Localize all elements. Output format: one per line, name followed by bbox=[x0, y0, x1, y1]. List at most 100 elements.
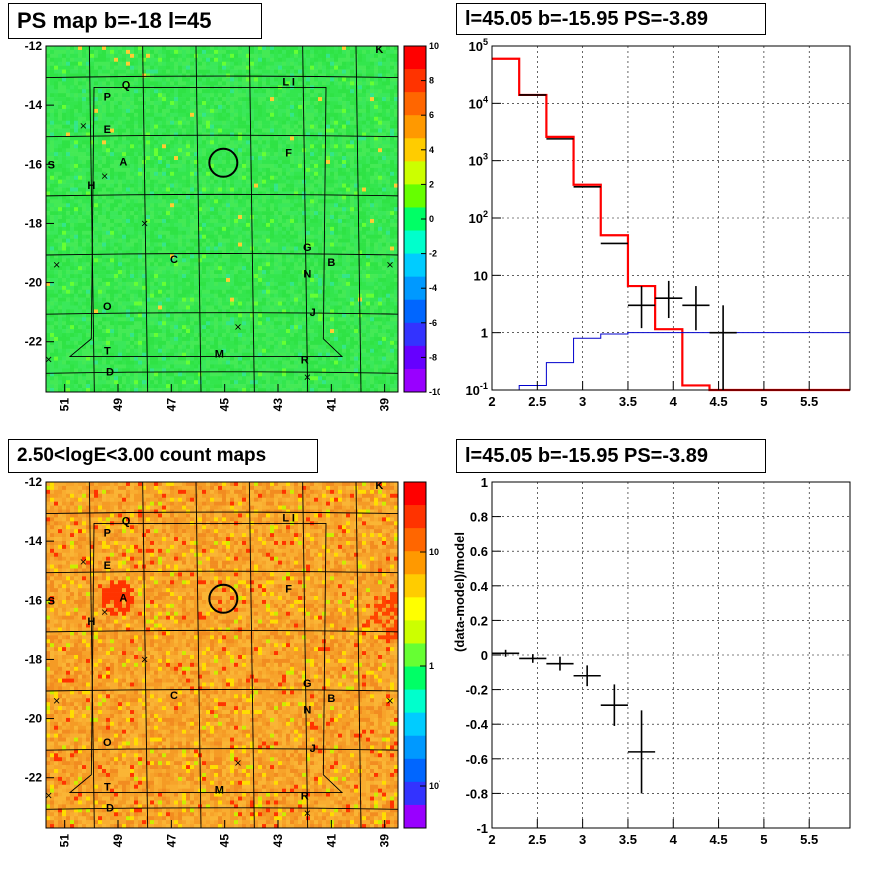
map-pixel bbox=[266, 266, 271, 271]
map-pixel bbox=[134, 128, 139, 133]
map-pixel bbox=[202, 211, 207, 216]
map-pixel bbox=[166, 167, 171, 173]
map-pixel bbox=[158, 222, 163, 228]
map-pixel bbox=[270, 93, 275, 98]
map-pixel bbox=[250, 140, 255, 145]
map-pixel bbox=[206, 108, 211, 114]
map-pixel bbox=[198, 116, 203, 121]
map-pixel bbox=[202, 136, 207, 141]
map-pixel bbox=[170, 73, 175, 78]
map-pixel bbox=[130, 313, 135, 318]
map-pixel bbox=[118, 297, 123, 302]
map-pixel bbox=[162, 104, 167, 110]
map-pixel bbox=[50, 230, 55, 236]
map-pixel bbox=[246, 49, 251, 55]
map-pixel bbox=[62, 191, 67, 196]
map-pixel bbox=[154, 360, 159, 365]
map-pixel bbox=[214, 313, 219, 318]
map-pixel bbox=[202, 132, 207, 137]
map-pixel bbox=[50, 191, 55, 196]
map-pixel bbox=[146, 112, 151, 118]
map-pixel bbox=[210, 262, 215, 267]
map-pixel bbox=[94, 297, 99, 302]
map-pixel bbox=[118, 242, 123, 247]
map-pixel bbox=[126, 242, 131, 247]
map-pixel bbox=[202, 128, 207, 133]
map-pixel bbox=[254, 274, 259, 279]
map-pixel bbox=[58, 277, 63, 283]
map-pixel bbox=[246, 238, 251, 243]
map-pixel bbox=[206, 254, 211, 259]
map-pixel bbox=[50, 266, 55, 271]
map-pixel bbox=[110, 246, 115, 251]
map-pixel bbox=[90, 376, 95, 381]
map-pixel bbox=[66, 277, 71, 283]
map-pixel bbox=[46, 120, 51, 125]
map-pixel bbox=[214, 163, 219, 169]
map-pixel bbox=[262, 163, 267, 169]
map-pixel bbox=[162, 156, 167, 161]
map-pixel bbox=[98, 53, 103, 59]
map-pixel bbox=[50, 112, 55, 118]
map-pixel bbox=[166, 191, 171, 196]
map-pixel bbox=[154, 132, 159, 137]
map-pixel bbox=[242, 199, 247, 204]
map-pixel bbox=[258, 101, 263, 106]
map-pixel bbox=[182, 305, 187, 310]
map-pixel bbox=[98, 360, 103, 365]
map-pixel bbox=[190, 285, 195, 291]
map-pixel bbox=[266, 101, 271, 106]
map-pixel bbox=[86, 191, 91, 196]
map-pixel bbox=[98, 73, 103, 78]
map-pixel bbox=[166, 340, 171, 346]
map-pixel bbox=[186, 167, 191, 173]
map-pixel bbox=[162, 285, 167, 291]
map-pixel bbox=[50, 348, 55, 353]
map-pixel bbox=[122, 384, 127, 389]
map-pixel bbox=[238, 215, 243, 220]
map-pixel bbox=[126, 388, 131, 393]
map-pixel bbox=[266, 297, 271, 302]
map-pixels bbox=[46, 46, 399, 393]
map-pixel bbox=[198, 211, 203, 216]
map-pixel bbox=[130, 160, 135, 165]
map-pixel bbox=[162, 289, 167, 294]
map-pixel bbox=[118, 203, 123, 208]
map-pixel bbox=[130, 274, 135, 279]
map-pixel bbox=[102, 305, 107, 310]
map-pixel bbox=[118, 215, 123, 220]
map-pixel bbox=[166, 380, 171, 385]
map-pixel bbox=[94, 167, 99, 173]
map-pixel bbox=[222, 262, 227, 267]
map-pixel bbox=[74, 270, 79, 275]
map-pixel bbox=[222, 49, 227, 55]
map-pixel bbox=[106, 250, 111, 255]
map-pixel bbox=[118, 230, 123, 236]
map-pixel bbox=[62, 305, 67, 310]
map-pixel bbox=[106, 226, 111, 232]
map-pixel bbox=[126, 116, 131, 121]
map-pixel bbox=[150, 144, 155, 149]
map-pixel bbox=[226, 297, 231, 302]
map-pixel bbox=[190, 352, 195, 357]
map-pixel bbox=[110, 124, 115, 129]
map-pixel bbox=[166, 333, 171, 338]
map-pixel bbox=[174, 222, 179, 228]
map-pixel bbox=[190, 69, 195, 74]
map-pixel bbox=[182, 77, 187, 82]
map-pixel bbox=[58, 321, 63, 326]
map-pixel bbox=[270, 281, 275, 287]
map-pixel bbox=[198, 281, 203, 287]
map-pixel bbox=[174, 156, 179, 161]
map-pixel bbox=[162, 325, 167, 330]
map-pixel bbox=[226, 195, 231, 200]
map-pixel bbox=[94, 191, 99, 196]
map-pixel bbox=[46, 277, 51, 283]
map-pixel bbox=[158, 329, 163, 334]
map-pixel bbox=[106, 372, 111, 377]
map-pixel bbox=[110, 69, 115, 74]
map-pixel bbox=[74, 69, 79, 74]
map-pixel bbox=[86, 301, 91, 306]
map-pixel bbox=[222, 199, 227, 204]
